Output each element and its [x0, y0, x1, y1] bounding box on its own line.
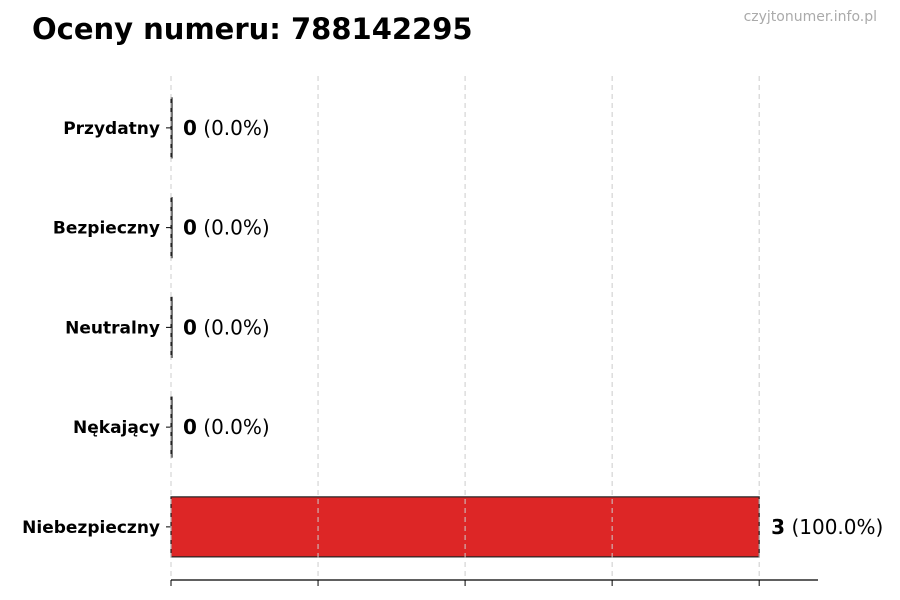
- data-label: 0 (0.0%): [183, 315, 270, 339]
- y-tick-label: Bezpieczny: [53, 219, 160, 239]
- y-tick-label: Niebezpieczny: [22, 518, 160, 538]
- data-label: 0 (0.0%): [183, 216, 270, 240]
- y-tick-label: Neutralny: [65, 318, 160, 338]
- y-tick-label: Przydatny: [63, 119, 160, 139]
- data-label: 3 (100.0%): [771, 515, 883, 539]
- data-label: 0 (0.0%): [183, 116, 270, 140]
- chart-title: Oceny numeru: 788142295: [32, 12, 473, 46]
- y-tick-label: Nękający: [73, 418, 160, 438]
- data-label: 0 (0.0%): [183, 415, 270, 439]
- watermark: czyjtonumer.info.pl: [743, 9, 877, 25]
